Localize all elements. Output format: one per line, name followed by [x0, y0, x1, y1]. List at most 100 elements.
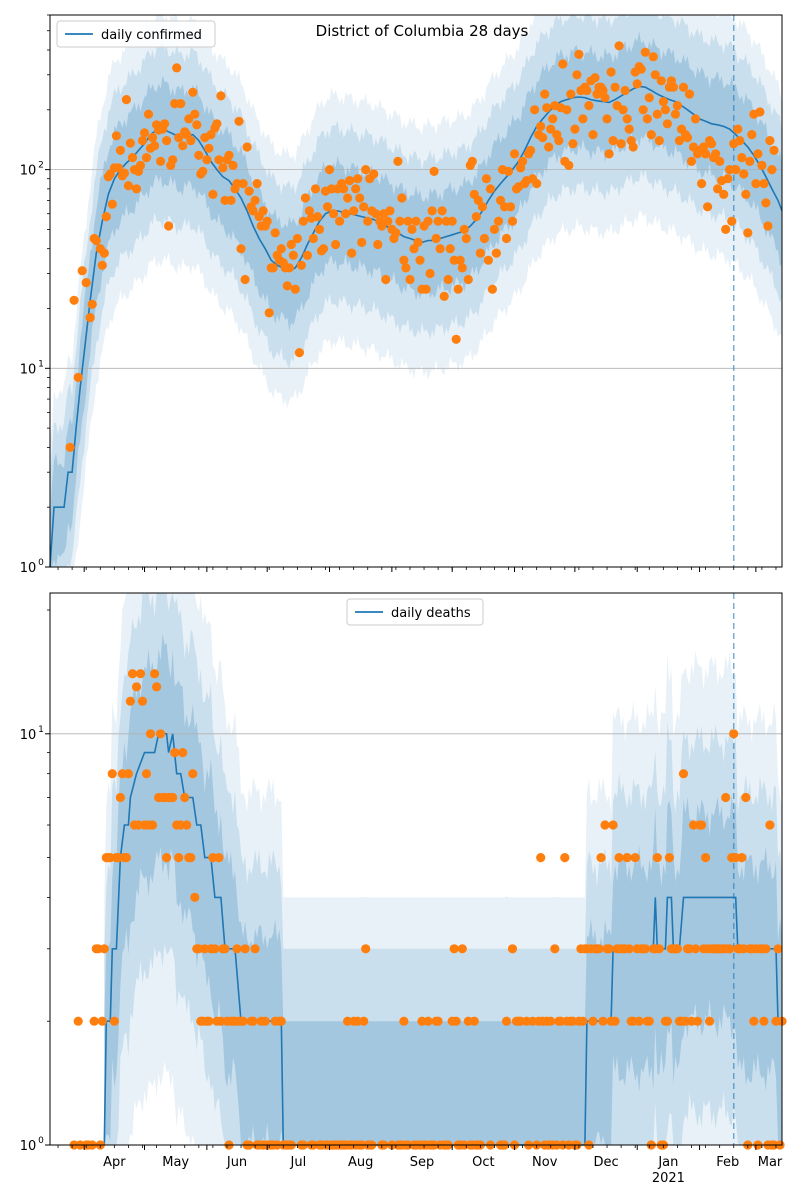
deaths-point-149 — [423, 1016, 433, 1026]
confirmed-point-83 — [244, 186, 254, 196]
confirmed-point-171 — [421, 284, 431, 294]
confirmed-point-329 — [739, 169, 749, 179]
confirmed-point-289 — [658, 97, 669, 107]
confirmed-point-17 — [111, 131, 121, 141]
confirmed-ytick-label-0: 10 — [20, 561, 37, 576]
confirmed-point-152 — [383, 216, 393, 226]
confirmed-point-317 — [715, 156, 725, 166]
confirmed-point-261 — [602, 114, 612, 124]
confirmed-point-264 — [608, 136, 618, 146]
confirmed-point-199 — [477, 202, 487, 212]
confirmed-point-134 — [347, 248, 357, 258]
deaths-point-200 — [560, 853, 570, 863]
deaths-point-209 — [578, 1016, 588, 1026]
confirmed-point-96 — [270, 228, 280, 238]
deaths-point-34 — [145, 729, 156, 739]
confirmed-point-23 — [123, 181, 133, 191]
deaths-point-300 — [761, 944, 771, 954]
confirmed-point-326 — [733, 124, 743, 134]
confirmed-point-63 — [204, 143, 214, 153]
deaths-xtick-label-11: Mar — [758, 1155, 783, 1170]
confirmed-point-281 — [642, 114, 652, 124]
deaths-point-51 — [180, 792, 190, 803]
confirmed-point-336 — [753, 149, 763, 159]
confirmed-point-309 — [699, 142, 709, 152]
deaths-band-2 — [104, 593, 783, 1145]
confirmed-point-188 — [455, 255, 465, 265]
confirmed-point-159 — [397, 193, 407, 203]
confirmed-point-93 — [264, 308, 274, 318]
deaths-point-46 — [170, 748, 180, 758]
deaths-point-77 — [232, 944, 242, 954]
confirmed-point-2 — [73, 372, 83, 382]
confirmed-point-183 — [445, 244, 455, 254]
deaths-point-288 — [737, 853, 747, 863]
confirmed-point-229 — [538, 133, 548, 143]
confirmed-point-32 — [141, 153, 152, 163]
confirmed-point-313 — [707, 139, 717, 149]
confirmed-point-268 — [616, 139, 626, 149]
confirmed-point-301 — [682, 133, 693, 143]
deaths-point-161 — [451, 1016, 461, 1026]
confirmed-point-244 — [568, 139, 578, 149]
deaths-xtick-label-0: Apr — [103, 1155, 126, 1170]
confirmed-point-194 — [467, 156, 477, 166]
confirmed-point-112 — [302, 250, 312, 260]
deaths-point-99 — [276, 1016, 286, 1026]
confirmed-point-151 — [381, 274, 391, 285]
confirmed-ytick-exp-1: 1 — [38, 359, 44, 369]
confirmed-point-344 — [769, 145, 779, 155]
deaths-point-217 — [594, 944, 604, 954]
deaths-point-10 — [97, 1016, 107, 1026]
confirmed-point-249 — [578, 114, 588, 124]
confirmed-point-285 — [650, 70, 660, 80]
deaths-point-299 — [759, 1016, 769, 1026]
confirmed-point-338 — [757, 160, 767, 170]
confirmed-point-103 — [284, 263, 294, 273]
confirmed-point-184 — [447, 216, 457, 226]
deaths-point-284 — [729, 729, 739, 739]
confirmed-point-263 — [606, 67, 616, 77]
confirmed-point-90 — [258, 206, 268, 216]
confirmed-point-107 — [292, 233, 302, 244]
confirmed-point-341 — [763, 221, 773, 231]
confirmed-point-180 — [439, 291, 449, 301]
confirmed-point-262 — [604, 149, 614, 159]
deaths-point-45 — [168, 792, 178, 803]
confirmed-point-153 — [385, 206, 395, 216]
confirmed-point-187 — [453, 284, 463, 294]
confirmed-point-223 — [526, 145, 536, 155]
confirmed-point-178 — [435, 244, 445, 254]
deaths-xtick-label-3: Jul — [290, 1155, 307, 1170]
deaths-point-36 — [150, 669, 160, 679]
confirmed-point-163 — [405, 274, 415, 285]
deaths-point-1 — [73, 1016, 83, 1026]
confirmed-point-115 — [308, 233, 318, 244]
confirmed-point-48 — [174, 133, 184, 143]
deaths-point-219 — [598, 1016, 608, 1026]
confirmed-point-239 — [558, 59, 568, 69]
confirmed-point-174 — [427, 206, 437, 216]
confirmed-legend-label: daily confirmed — [101, 28, 202, 43]
confirmed-point-279 — [638, 105, 648, 115]
confirmed-point-237 — [554, 136, 564, 146]
confirmed-point-173 — [425, 268, 435, 279]
confirmed-point-340 — [761, 198, 771, 208]
deaths-point-177 — [501, 1016, 512, 1026]
confirmed-point-27 — [131, 184, 142, 194]
confirmed-point-204 — [487, 284, 497, 294]
confirmed-point-242 — [564, 160, 574, 170]
confirmed-point-284 — [648, 52, 658, 62]
confirmed-point-286 — [652, 109, 662, 119]
deaths-point-242 — [644, 1016, 654, 1026]
confirmed-point-296 — [672, 101, 683, 111]
confirmed-point-109 — [296, 260, 306, 270]
confirmed-point-11 — [99, 248, 109, 258]
confirmed-point-270 — [620, 85, 630, 96]
deaths-xtick-label-7: Nov — [532, 1155, 558, 1170]
deaths-point-16 — [109, 1016, 119, 1026]
deaths-point-265 — [690, 944, 701, 954]
deaths-axes-frame — [49, 592, 783, 1146]
confirmed-point-302 — [684, 89, 695, 99]
deaths-point-294 — [749, 1016, 759, 1026]
